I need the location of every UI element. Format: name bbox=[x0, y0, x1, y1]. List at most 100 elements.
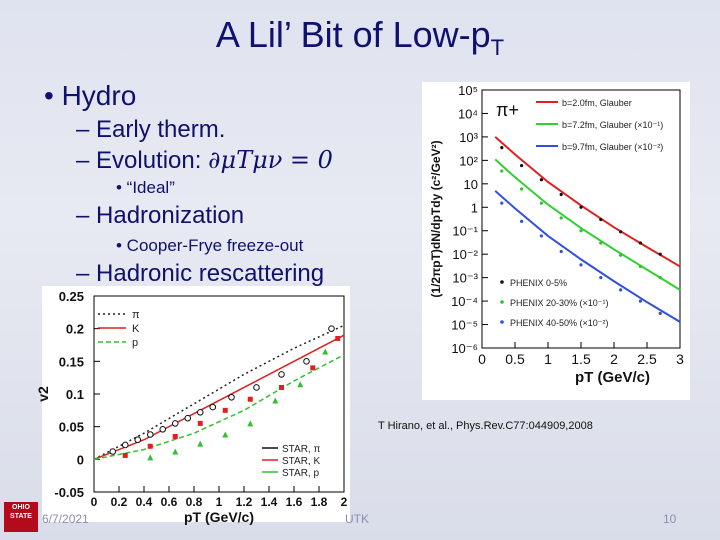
v2-data-point-pion bbox=[209, 403, 217, 411]
v2-x-axis-label: pT (GeV/c) bbox=[184, 509, 254, 525]
spectra-y-tick-label: 10⁴ bbox=[458, 106, 478, 121]
spectra-x-tick-label: 2 bbox=[610, 351, 618, 367]
spectra-data-point bbox=[619, 288, 623, 292]
v2-y-tick-label: 0.2 bbox=[66, 322, 84, 337]
spectra-data-point bbox=[579, 263, 583, 267]
v2-data-point-kaon bbox=[122, 452, 128, 458]
spectra-data-point bbox=[638, 264, 643, 269]
spectra-y-tick-label: 10⁻² bbox=[452, 247, 478, 262]
footer-venue: UTK bbox=[345, 512, 369, 526]
v2-data-point-pion bbox=[328, 325, 335, 332]
v2-y-tick-label: 0.25 bbox=[59, 289, 84, 304]
spectra-y-tick-label: 10⁻⁶ bbox=[451, 341, 478, 356]
v2-data-point-pion bbox=[303, 358, 310, 365]
v2-x-tick-label: 1 bbox=[216, 495, 223, 509]
v2-y-tick-label: 0 bbox=[77, 452, 84, 467]
spectra-y-tick-label: 10³ bbox=[459, 130, 478, 145]
v2-x-tick-label: 0 bbox=[91, 495, 98, 509]
spectra-data-point bbox=[619, 253, 623, 257]
bullet-early-therm: – Early therm. bbox=[76, 116, 226, 143]
v2-y-tick-label: -0.05 bbox=[54, 485, 84, 500]
spectra-x-tick-label: 2.5 bbox=[637, 351, 657, 367]
v2-x-tick-label: 1.6 bbox=[286, 495, 303, 509]
v2-data-point-pion bbox=[171, 420, 179, 427]
spectra-x-tick-label: 1 bbox=[544, 351, 552, 367]
spectra-data-point bbox=[658, 252, 662, 256]
footer-date: 6/7/2021 bbox=[42, 512, 89, 526]
spectra-legend-label: b=9.7fm, Glauber (×10⁻²) bbox=[562, 142, 663, 152]
spectra-y-tick-label: 1 bbox=[471, 200, 478, 215]
spectra-data-point bbox=[559, 216, 563, 220]
spectra-x-tick-label: 1.5 bbox=[571, 351, 591, 367]
title-main: A Lil’ Bit of Low-p bbox=[215, 14, 491, 55]
v2-data-point-kaon bbox=[310, 365, 316, 371]
v2-data-point-proton bbox=[247, 420, 254, 427]
spectra-y-tick-label: 10⁻⁴ bbox=[451, 294, 478, 309]
v2-x-tick-label: 1.4 bbox=[261, 495, 278, 509]
spectra-data-point bbox=[500, 201, 504, 205]
v2-legend-label: STAR, π bbox=[282, 444, 320, 455]
v2-x-tick-label: 1.8 bbox=[311, 495, 328, 509]
spectra-data-point bbox=[658, 311, 662, 315]
spectra-data-point bbox=[579, 205, 583, 209]
v2-data-point-proton bbox=[197, 440, 204, 447]
spectra-data-point bbox=[520, 219, 524, 223]
v2-data-point-kaon bbox=[335, 335, 341, 341]
v2-data-point-kaon bbox=[197, 420, 203, 426]
spectra-y-tick-label: 10⁻¹ bbox=[452, 224, 478, 239]
spectra-data-point bbox=[599, 241, 603, 245]
footer-page-number: 10 bbox=[663, 512, 677, 526]
spectra-series-line bbox=[494, 190, 681, 323]
spectra-data-point bbox=[619, 230, 623, 234]
spectra-data-point bbox=[500, 169, 504, 173]
title-subscript: T bbox=[490, 35, 505, 61]
spectra-data-point bbox=[638, 299, 643, 303]
v2-data-point-pion bbox=[228, 393, 235, 401]
v2-y-tick-label: 0.15 bbox=[59, 354, 84, 369]
spectra-legend-label: PHENIX 20-30% (×10⁻¹) bbox=[510, 298, 609, 308]
v2-legend-label: π bbox=[132, 309, 140, 321]
v2-x-tick-label: 0.4 bbox=[136, 495, 153, 509]
v2-x-tick-label: 0.2 bbox=[111, 495, 128, 509]
spectra-particle-label: π+ bbox=[496, 100, 519, 120]
v2-legend-label: K bbox=[132, 323, 140, 335]
logo-line1: OHIO bbox=[12, 504, 30, 511]
v2-frame bbox=[93, 295, 345, 493]
v2-legend-label: STAR, p bbox=[282, 468, 319, 479]
v2-data-point-pion bbox=[278, 371, 285, 378]
v2-data-point-pion bbox=[159, 425, 167, 433]
bullet-hadronic-rescattering: – Hadronic rescattering bbox=[76, 260, 325, 287]
v2-data-point-pion bbox=[146, 431, 154, 438]
v2-data-point-pion bbox=[134, 436, 142, 444]
ohio-state-logo: OHIO STATE bbox=[4, 502, 38, 532]
spectra-data-point bbox=[638, 241, 643, 245]
v2-data-point-pion bbox=[109, 448, 117, 455]
spectra-data-point bbox=[559, 249, 563, 254]
v2-y-tick-label: 0.05 bbox=[59, 420, 84, 435]
spectra-legend-label: PHENIX 40-50% (×10⁻²) bbox=[510, 318, 609, 328]
spectra-x-tick-label: 3 bbox=[676, 351, 684, 367]
spectra-background bbox=[422, 82, 690, 400]
v2-data-point-kaon bbox=[222, 407, 228, 413]
spectra-data-point bbox=[559, 192, 563, 197]
v2-y-tick-label: 0.1 bbox=[66, 387, 84, 402]
spectra-data-point bbox=[500, 146, 504, 150]
spectra-y-tick-label: 10⁻⁵ bbox=[451, 318, 478, 333]
v2-data-point-pion bbox=[121, 441, 129, 449]
spectra-data-point bbox=[539, 178, 544, 182]
spectra-legend-marker bbox=[500, 320, 504, 324]
v2-data-point-proton bbox=[272, 397, 279, 404]
v2-data-point-pion bbox=[253, 384, 260, 391]
spectra-x-axis-label: pT (GeV/c) bbox=[575, 369, 650, 386]
spectra-data-point bbox=[658, 276, 662, 280]
bullet-cooper-frye: • Cooper-Frye freeze-out bbox=[116, 236, 304, 255]
v2-data-point-proton bbox=[322, 348, 329, 355]
logo-line2: STATE bbox=[10, 513, 32, 520]
v2-x-tick-label: 0.8 bbox=[186, 495, 203, 509]
spectra-legend-label: b=7.2fm, Glauber (×10⁻¹) bbox=[562, 120, 663, 130]
spectra-frame bbox=[481, 89, 681, 349]
v2-series-line bbox=[93, 324, 345, 460]
spectra-y-tick-label: 10⁵ bbox=[458, 83, 478, 98]
spectra-legend-label: PHENIX 0-5% bbox=[510, 278, 567, 288]
spectra-data-point bbox=[599, 276, 603, 280]
